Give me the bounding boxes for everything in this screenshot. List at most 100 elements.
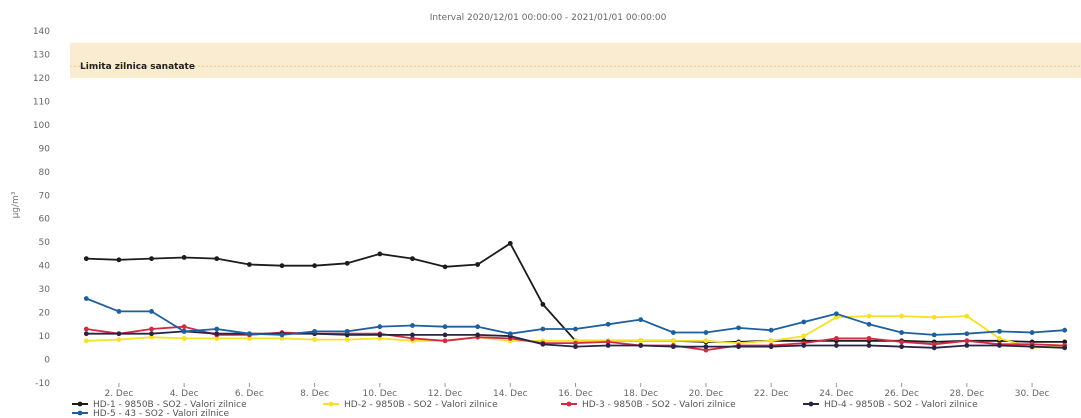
x-tick-label: 4. Dec: [170, 389, 199, 399]
data-point: [442, 338, 448, 344]
data-point: [605, 339, 611, 345]
data-point: [312, 263, 317, 269]
y-tick-label: 110: [33, 97, 50, 107]
data-point: [181, 255, 187, 260]
y-tick-label: 40: [39, 262, 51, 272]
x-tick-label: 18. Dec: [623, 389, 658, 399]
data-point: [964, 331, 970, 337]
data-point: [246, 262, 252, 267]
data-point: [997, 328, 1002, 334]
data-point: [507, 331, 513, 337]
data-point: [149, 326, 154, 332]
data-point: [344, 337, 350, 342]
x-tick-label: 30. Dec: [1015, 389, 1050, 399]
y-tick-label: 120: [33, 74, 50, 84]
legend-item-label: HD-3 - 9850B - SO2 - Valori zilnice: [582, 400, 736, 410]
data-point: [703, 338, 709, 344]
data-point: [834, 343, 839, 348]
data-point: [83, 331, 89, 337]
data-point: [997, 336, 1002, 341]
data-point: [312, 328, 317, 334]
data-point: [768, 338, 774, 344]
data-point: [540, 341, 546, 347]
y-tick-label: 130: [33, 50, 50, 60]
y-tick-label: 80: [39, 168, 51, 178]
data-point: [670, 338, 676, 344]
data-point: [638, 338, 644, 344]
data-point: [964, 338, 970, 344]
y-tick-label: 70: [39, 191, 51, 201]
data-point: [638, 317, 644, 323]
data-point: [149, 309, 154, 314]
data-point: [149, 331, 154, 337]
data-point: [116, 309, 122, 314]
data-point: [181, 328, 187, 334]
data-point: [866, 321, 872, 327]
data-point: [410, 323, 415, 328]
data-point: [801, 333, 807, 339]
data-point: [116, 257, 122, 263]
y-tick-label: -10: [35, 379, 50, 389]
limit-band: [70, 42, 1081, 78]
chart-title: Interval 2020/12/01 00:00:00 - 2021/01/0…: [430, 13, 667, 23]
x-tick-label: 12. Dec: [428, 389, 463, 399]
data-point: [834, 314, 839, 320]
y-axis: -10 0 10 20 30 40 50 60 70 80 90 100 110 120 130 140: [33, 27, 50, 389]
data-point: [964, 313, 970, 319]
y-tick-label: 60: [39, 215, 51, 225]
legend-swatch-marker: [808, 401, 814, 407]
data-point: [931, 345, 937, 351]
y-axis-title: µg/m³: [11, 191, 21, 218]
data-point: [181, 324, 187, 330]
data-point: [83, 296, 89, 301]
data-point: [116, 337, 122, 342]
y-tick-label: 100: [33, 121, 50, 131]
data-point: [899, 339, 905, 345]
x-tick-label: 8. Dec: [300, 389, 329, 399]
data-point: [540, 301, 546, 307]
limit-band-rect: [70, 42, 1081, 78]
data-point: [214, 256, 220, 262]
legend-swatch-marker: [566, 401, 572, 407]
x-tick-label: 10. Dec: [363, 389, 398, 399]
data-point: [442, 264, 448, 270]
x-tick-label: 2. Dec: [104, 389, 133, 399]
data-point: [1029, 344, 1035, 350]
data-point: [834, 311, 839, 317]
legend-item-label: HD-4 - 9850B - SO2 - Valori zilnice: [824, 400, 978, 410]
y-tick-label: 20: [39, 309, 51, 319]
data-point: [703, 344, 709, 350]
data-point: [475, 332, 481, 338]
data-point: [377, 324, 383, 330]
x-tick-label: 6. Dec: [235, 389, 264, 399]
data-point: [899, 313, 905, 319]
data-point: [246, 331, 252, 337]
x-tick-label: 16. Dec: [558, 389, 593, 399]
data-point: [507, 240, 513, 246]
y-tick-label: 90: [39, 144, 51, 154]
data-point: [997, 343, 1002, 348]
legend-swatch-marker: [77, 401, 83, 407]
data-point: [605, 321, 611, 327]
legend-swatch-marker: [77, 410, 83, 416]
data-point: [866, 313, 872, 319]
data-point: [573, 344, 578, 350]
legend-item-label: HD-5 - 43 - SO2 - Valori zilnice: [93, 409, 229, 418]
legend-item-label: HD-2 - 9850B - SO2 - Valori zilnice: [344, 400, 498, 410]
data-point: [866, 343, 872, 348]
y-tick-label: 0: [44, 356, 50, 366]
data-point: [279, 336, 285, 341]
data-point: [801, 343, 807, 348]
data-point: [344, 260, 350, 266]
data-point: [442, 332, 448, 338]
data-point: [866, 336, 872, 341]
data-point: [1029, 330, 1035, 335]
data-point: [410, 332, 415, 338]
legend: HD-1 - 9850B - SO2 - Valori zilnice HD-2 …: [72, 400, 978, 418]
data-point: [899, 344, 905, 350]
data-point: [703, 330, 709, 335]
data-point: [1062, 345, 1068, 351]
x-tick-label: 26. Dec: [884, 389, 919, 399]
data-point: [214, 331, 220, 337]
